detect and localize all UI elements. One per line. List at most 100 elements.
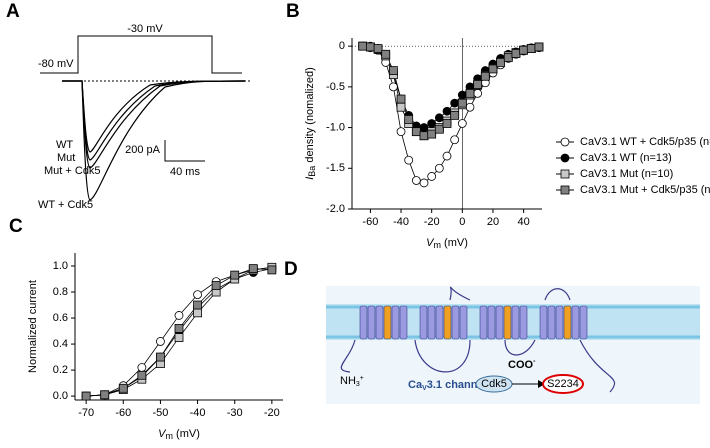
marker (457, 90, 467, 100)
y-tick-label: 0.8 (53, 286, 68, 298)
marker (193, 300, 202, 310)
label-rest: (mV) (173, 428, 200, 440)
marker (434, 163, 444, 173)
trace-label: WT (56, 139, 73, 151)
marker (427, 119, 437, 128)
x-tick-label: -40 (190, 407, 206, 419)
marker (174, 311, 184, 320)
y-tick-label: 0.6 (53, 312, 68, 324)
label-sub: m (165, 431, 173, 441)
marker (560, 153, 570, 163)
label-sub: m (433, 240, 441, 250)
marker (419, 123, 429, 132)
marker (560, 137, 570, 147)
y-tick-label: 0.0 (53, 390, 68, 402)
x-axis-label: Vm (mV) (158, 428, 200, 441)
segment (511, 305, 520, 340)
site: S2234 (547, 378, 579, 390)
marker (267, 265, 277, 275)
segment (419, 305, 428, 340)
marker (396, 94, 406, 104)
legend-label: CaV3.1 WT + Cdk5/p35 (n=15) (580, 136, 710, 148)
marker (560, 185, 570, 195)
panel-label: B (286, 1, 300, 22)
chart: B 0 -0.5 -1.0 -1.5 -2.0 -60 -40 -20 0 20 40 Vm (mV) I… (286, 1, 710, 250)
marker (100, 390, 110, 400)
marker (137, 370, 147, 380)
label-rest: density (nomalized) (304, 67, 316, 165)
segment (539, 305, 548, 340)
marker (174, 324, 184, 333)
x-tick-label: -20 (424, 216, 440, 228)
marker (358, 41, 368, 51)
segment (391, 305, 400, 340)
c-terminus: COO- (508, 358, 536, 371)
legend-label: CaV3.1 Mut + Cdk5/p35 (n=10) (580, 184, 710, 196)
marker (373, 44, 383, 53)
marker (419, 131, 429, 141)
y-tick-label: 0 (339, 40, 345, 52)
marker (496, 58, 506, 67)
segment (579, 305, 588, 340)
y-tick-label: -0.5 (326, 81, 345, 93)
marker (230, 270, 240, 280)
label-main: V (426, 237, 435, 249)
panel-label: D (284, 259, 298, 280)
y-tick-label: 0.2 (53, 364, 68, 376)
x-tick-label: -20 (264, 407, 280, 419)
segment (563, 305, 572, 340)
kinase: Cdk5 (481, 378, 507, 390)
n-terminus: NH3+ (340, 375, 364, 388)
marker (156, 352, 165, 362)
x-tick-label: -60 (362, 216, 378, 228)
marker (442, 119, 452, 128)
label-sub: Ba (307, 166, 317, 177)
segment (519, 305, 528, 340)
marker (457, 98, 467, 108)
channel-domains (359, 305, 588, 340)
x-tick-label: 0 (459, 216, 465, 228)
marker (174, 333, 184, 342)
x-tick-label: 20 (487, 216, 499, 228)
panel-d: D COO- NH3+ CaV3.1 channel Cdk5 S2234 (284, 259, 700, 404)
marker (411, 127, 421, 137)
segment (571, 305, 580, 340)
marker (442, 106, 452, 116)
segment (359, 305, 368, 340)
marker (419, 178, 429, 188)
y-tick-label: -1.5 (326, 162, 345, 174)
marker (248, 264, 258, 274)
segment (399, 305, 408, 340)
marker (396, 127, 406, 137)
y-tick-label: 0.4 (53, 338, 68, 350)
marker (404, 155, 414, 165)
marker (473, 80, 483, 89)
marker (434, 124, 444, 134)
segment (555, 305, 564, 340)
segment (503, 305, 512, 340)
y-tick-label: -1.0 (326, 121, 345, 133)
x-tick-label: -30 (227, 407, 243, 419)
marker (118, 383, 128, 393)
label-main: V (158, 428, 167, 440)
marker (442, 151, 452, 161)
x-tick-label: -60 (115, 407, 131, 419)
marker (480, 71, 490, 81)
channel-name: CaV3.1 channel (408, 379, 487, 392)
marker (450, 110, 460, 120)
marker (137, 363, 147, 372)
x-axis-label: Vm (mV) (426, 237, 468, 250)
y-tick-label: 1.0 (53, 260, 68, 272)
panel-label: C (9, 216, 23, 237)
marker (560, 169, 570, 179)
segment (443, 305, 452, 340)
panel-a: A -30 mV -80 mV WT Mut Mut + Cdk5 WT + C… (6, 1, 250, 211)
marker (193, 290, 202, 300)
x-tick-label: -50 (152, 407, 168, 419)
legend-label: CaV3.1 WT (n=13) (580, 152, 672, 164)
y-axis-label: Normalized current (27, 280, 39, 373)
label-main: Normalized current (27, 280, 39, 373)
segment (367, 305, 376, 340)
marker (534, 42, 544, 52)
